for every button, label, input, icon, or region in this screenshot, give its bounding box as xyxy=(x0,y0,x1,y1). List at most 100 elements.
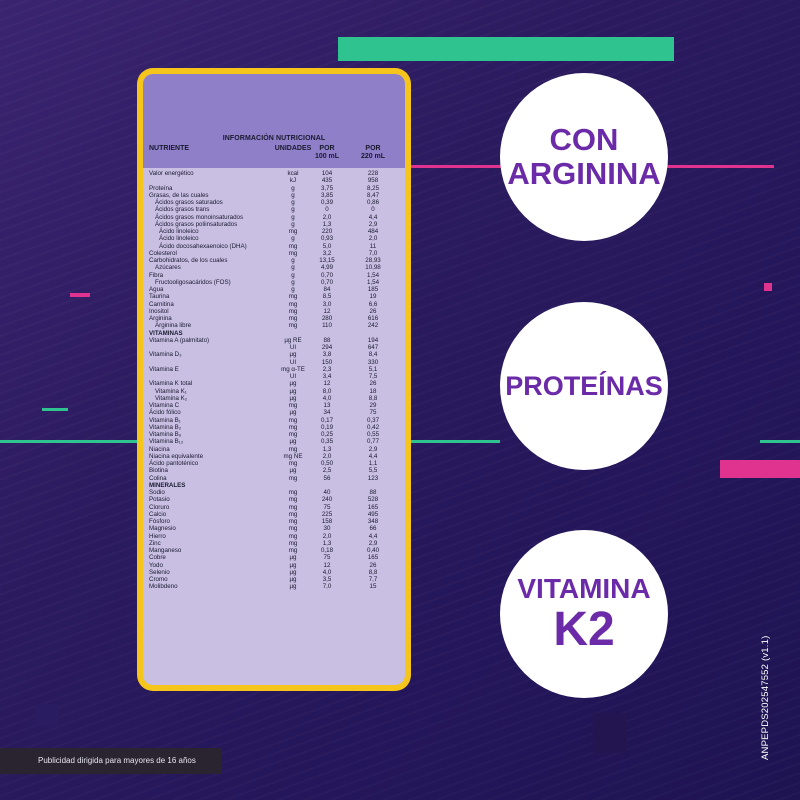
value-per-220ml: 4,4 xyxy=(368,452,378,460)
regulatory-code: ANPEPDS202547552 (v1.1) xyxy=(760,635,771,760)
nutrient-unit: g xyxy=(291,191,295,199)
nutrient-unit: mg xyxy=(288,532,298,540)
nutrient-name: Biotina xyxy=(149,467,168,475)
value-per-100ml: 3,2 xyxy=(322,249,332,257)
dark-block-bottom-left xyxy=(36,704,58,726)
pink-block-right xyxy=(720,460,800,478)
table-row: Ácido pantoténico mg 0,50 1,1 xyxy=(143,460,405,467)
header-units: UNIDADES xyxy=(274,145,312,152)
nutrient-unit: mg xyxy=(288,460,298,467)
table-row: MINERALES xyxy=(143,482,405,489)
value-per-220ml: 2,9 xyxy=(368,220,378,228)
nutrient-unit: mg xyxy=(288,547,298,554)
value-per-220ml: 7,5 xyxy=(368,373,378,380)
table-row: Fibra g 0,70 1,54 xyxy=(143,272,405,279)
value-per-100ml: 13,15 xyxy=(319,257,335,264)
nutrient-name: Vitamina C xyxy=(149,402,180,409)
nutrient-name: Fructooligosacáridos (FOS) xyxy=(155,278,231,286)
table-row: Fructooligosacáridos (FOS) g 0,70 1,54 xyxy=(143,279,405,286)
value-per-100ml: 294 xyxy=(321,344,333,351)
value-per-100ml: 150 xyxy=(321,358,333,366)
value-per-100ml: 3,85 xyxy=(320,191,334,199)
nutrient-unit: kJ xyxy=(289,177,297,185)
nutrient-unit: µg xyxy=(289,351,297,359)
green-bar-top xyxy=(338,37,674,61)
nutrient-unit: g xyxy=(291,213,295,221)
value-per-100ml: 220 xyxy=(321,228,333,235)
value-per-220ml: 194 xyxy=(367,336,379,344)
nutrient-name: MINERALES xyxy=(149,481,186,489)
nutrient-unit: µg xyxy=(289,561,297,569)
value-per-220ml: 0,37 xyxy=(366,416,380,424)
table-row: Colesterol mg 3,2 7,0 xyxy=(143,250,405,257)
nutrient-unit: mg xyxy=(288,503,298,511)
value-per-100ml: 0,25 xyxy=(320,431,334,438)
value-per-100ml: 56 xyxy=(323,474,331,482)
value-per-220ml: 15 xyxy=(369,583,377,591)
nutrient-name: Ácido docosahexaenoico (DHA) xyxy=(159,242,247,250)
value-per-100ml: 12 xyxy=(323,561,331,569)
value-per-220ml: 0,40 xyxy=(366,547,380,554)
nutrient-unit: g xyxy=(291,278,295,286)
nutrient-unit: mg xyxy=(288,249,298,257)
nutrient-name: Ácidos grasos monoinsaturados xyxy=(155,213,244,221)
value-per-220ml: 5,1 xyxy=(368,365,378,373)
value-per-100ml: 1,3 xyxy=(322,539,332,547)
value-per-100ml: 0,19 xyxy=(320,423,334,431)
value-per-100ml: 0,70 xyxy=(320,278,334,286)
nutrient-name: Cobre xyxy=(149,554,166,562)
value-per-220ml: 484 xyxy=(367,228,379,235)
value-per-220ml: 8,47 xyxy=(366,191,380,199)
value-per-100ml: 3,5 xyxy=(322,576,332,583)
value-per-220ml: 2,9 xyxy=(368,539,378,547)
nutrient-unit: mg xyxy=(288,322,298,330)
value-per-220ml: 26 xyxy=(369,307,377,315)
table-row: Vitamina D₃ µg 3,8 8,4 xyxy=(143,351,405,358)
nutrient-unit: mg xyxy=(288,416,298,424)
table-row: Ácidos grasos trans g 0 0 xyxy=(143,206,405,213)
value-per-220ml: 0,42 xyxy=(366,423,380,431)
nutrient-name: Magnesio xyxy=(149,525,176,533)
value-per-220ml: 7,7 xyxy=(368,576,378,583)
table-row: Calcio mg 225 495 xyxy=(143,511,405,518)
value-per-100ml: 84 xyxy=(323,286,331,293)
table-row: Ácido linoleico g 0,93 2,0 xyxy=(143,235,405,242)
nutrient-name: Vitamina K total xyxy=(149,380,193,388)
value-per-220ml: 5,5 xyxy=(368,467,378,475)
value-per-220ml: 165 xyxy=(367,554,379,562)
nutrient-unit: mg xyxy=(288,539,298,547)
value-per-100ml: 3,0 xyxy=(322,300,332,308)
value-per-220ml: 66 xyxy=(369,525,377,533)
nutrient-name: Vitamina B₁ xyxy=(149,416,181,424)
value-per-220ml: 7,0 xyxy=(368,249,378,257)
value-per-220ml: 10,98 xyxy=(365,264,381,272)
nutrient-name: Vitamina B₂ xyxy=(149,423,182,431)
table-row: Vitamina A (palmitato) µg RE 88 194 xyxy=(143,337,405,344)
nutrient-name: Ácido linoleico xyxy=(159,235,199,243)
value-per-100ml: 13 xyxy=(323,402,331,409)
nutrient-unit: µg xyxy=(289,576,297,583)
table-row: Magnesio mg 30 66 xyxy=(143,525,405,532)
nutrient-name: Colina xyxy=(149,474,167,482)
nutrient-unit: mg xyxy=(288,293,298,301)
value-per-220ml: 75 xyxy=(369,409,377,417)
table-row: Vitamina K₂ µg 4,0 8,8 xyxy=(143,395,405,402)
nutrient-name: Arginina xyxy=(149,315,172,322)
value-per-220ml: 0 xyxy=(371,206,375,214)
table-row: kJ 435 958 xyxy=(143,177,405,184)
value-per-220ml: 528 xyxy=(367,496,379,504)
header-per-100ml: POR 100 mL xyxy=(309,145,345,161)
value-per-220ml: 4,4 xyxy=(368,532,378,540)
table-row: Ácido fólico µg 34 75 xyxy=(143,409,405,416)
age-disclaimer: Publicidad dirigida para mayores de 16 a… xyxy=(0,748,222,774)
value-per-220ml: 228 xyxy=(367,170,379,177)
header-per-220ml: POR 220 mL xyxy=(355,145,391,161)
value-per-220ml: 330 xyxy=(367,358,379,366)
value-per-100ml: 2,3 xyxy=(322,365,332,373)
table-row: UI 150 330 xyxy=(143,359,405,366)
nutrition-panel-title: INFORMACIÓN NUTRICIONAL xyxy=(222,135,326,142)
table-row: Fósforo mg 158 348 xyxy=(143,518,405,525)
table-row: Manganeso mg 0,18 0,40 xyxy=(143,547,405,554)
value-per-220ml: 185 xyxy=(367,286,379,293)
nutrient-name: Cromo xyxy=(149,576,168,583)
